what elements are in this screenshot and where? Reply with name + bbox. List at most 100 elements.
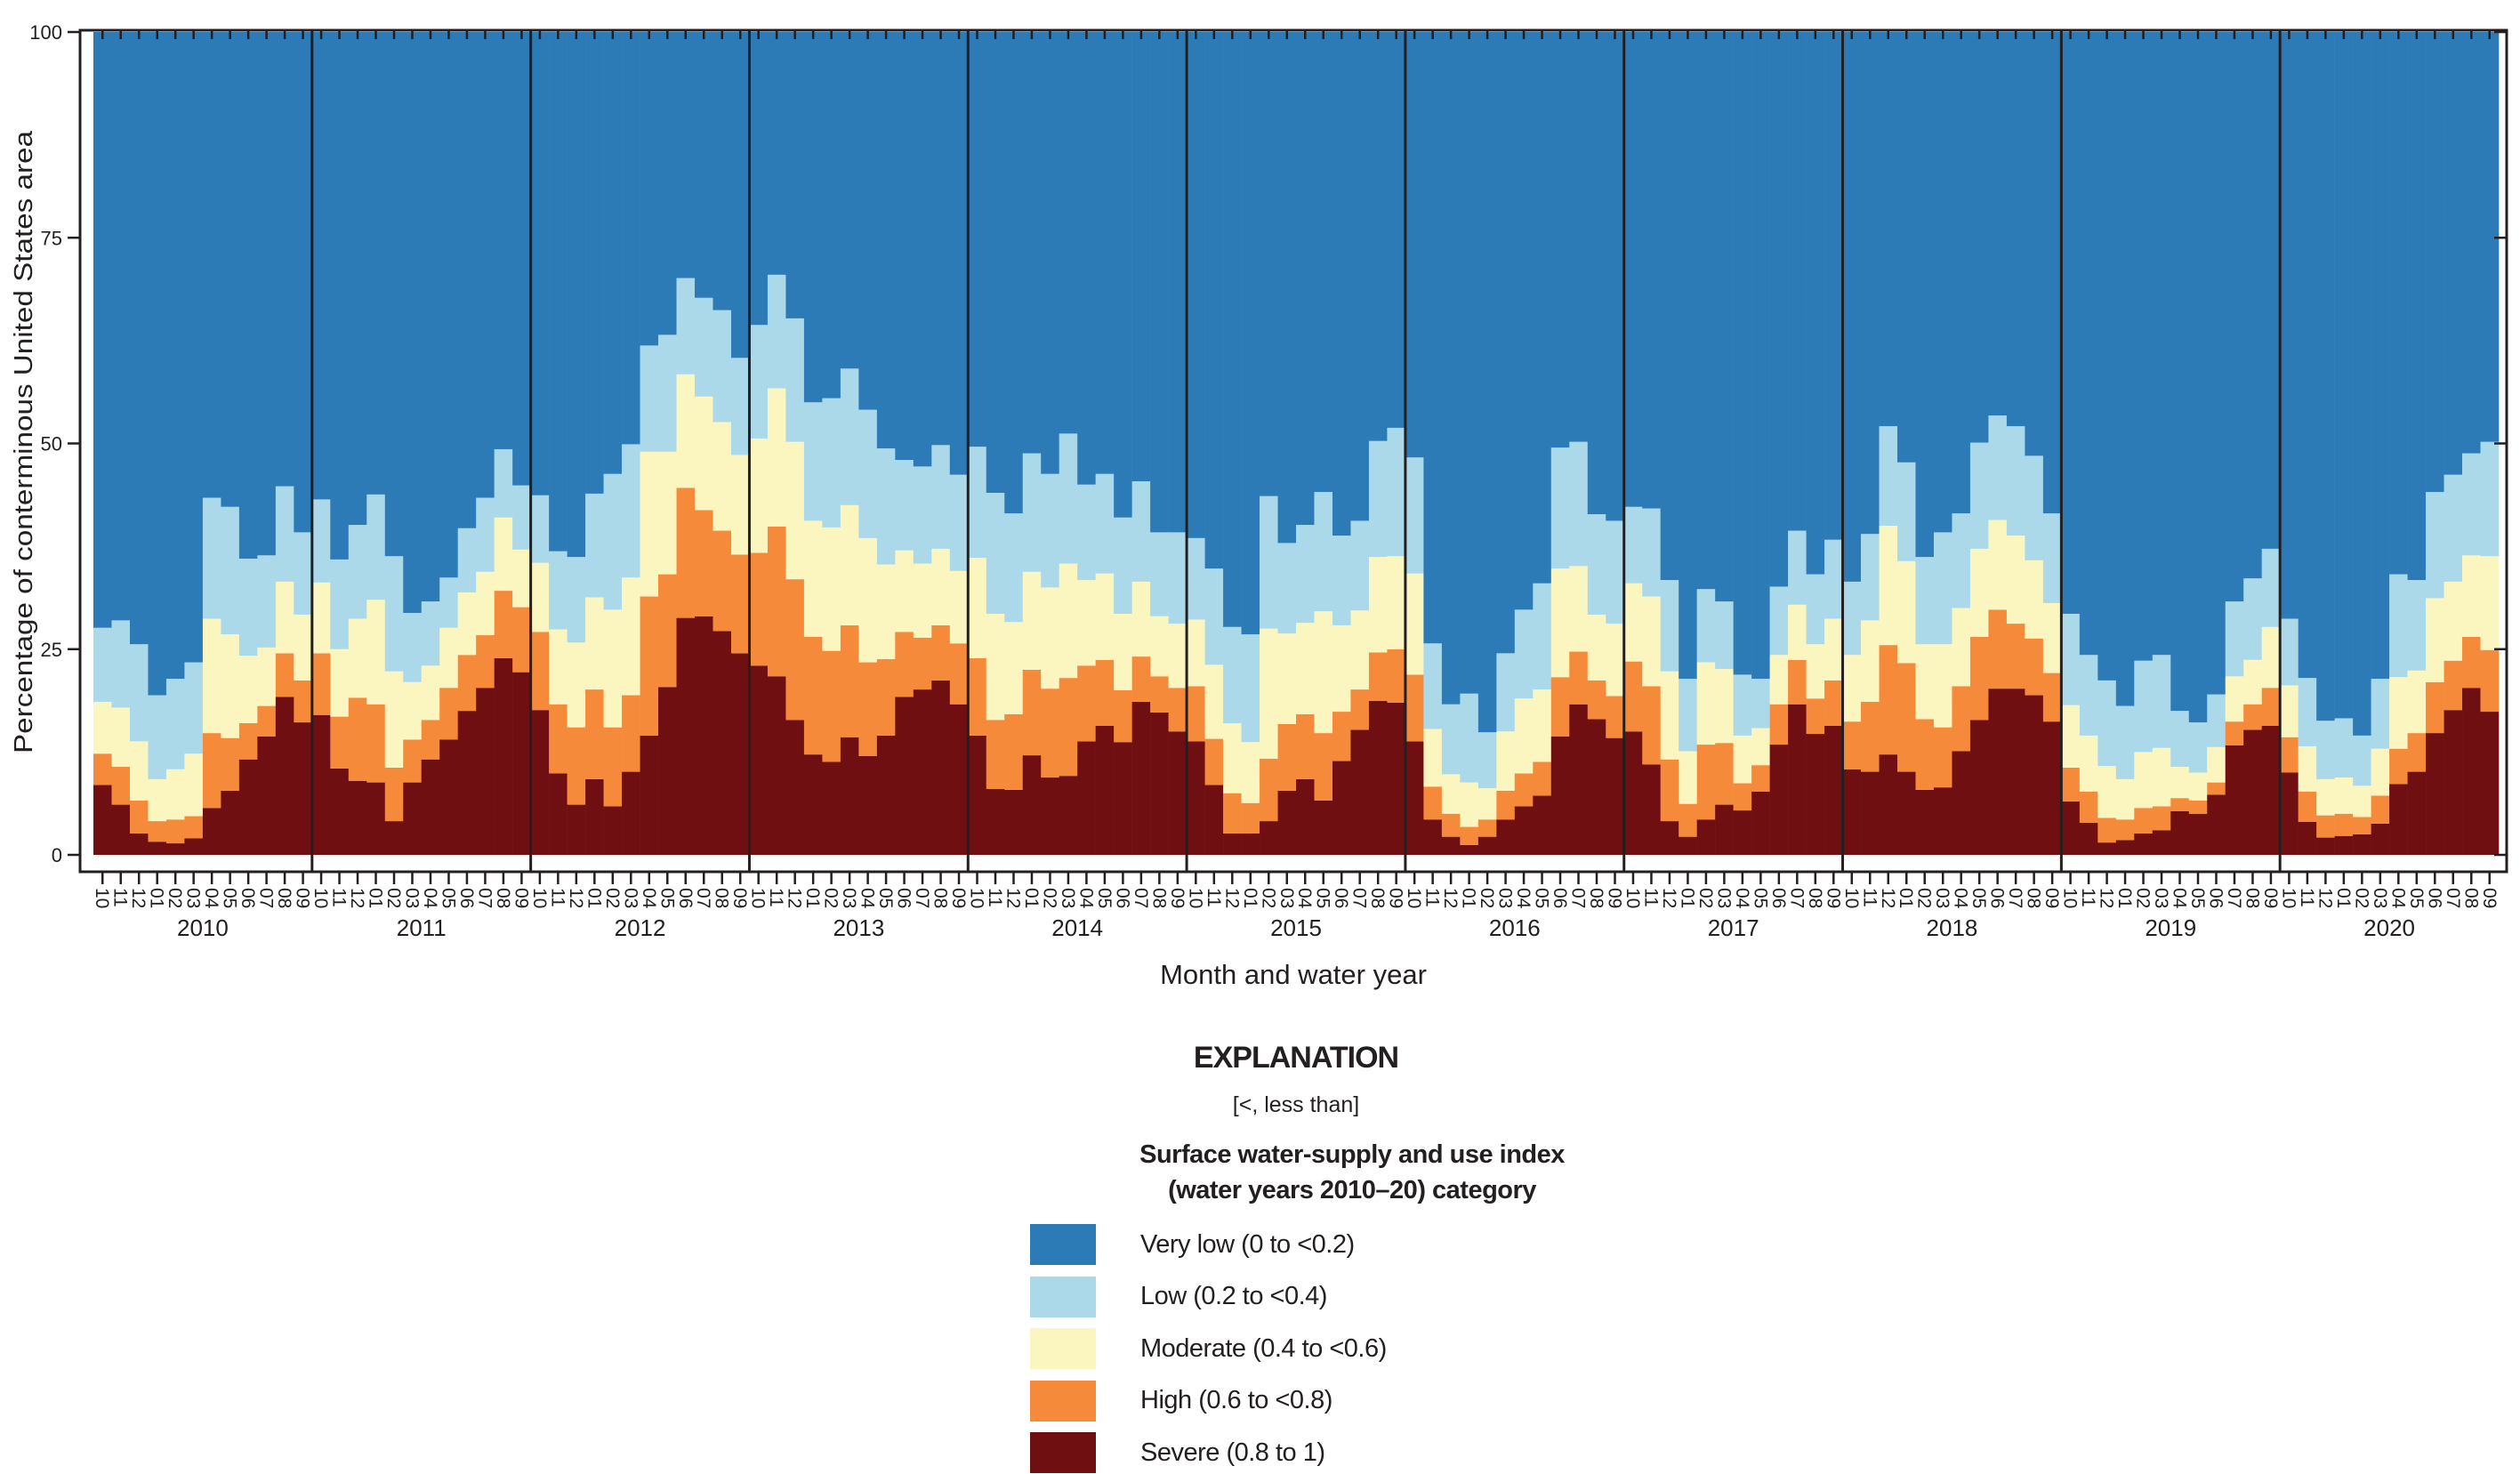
bar-segment-moderate-2015-06 [1332,624,1351,713]
bar-segment-very-low-2018-09 [2042,32,2062,514]
bar-segment-very-low-2016-09 [1606,32,1625,521]
bar-segment-severe-2013-08 [931,680,951,855]
x-tick-label: 09 [511,888,531,908]
bar-segment-very-low-2019-10 [2061,32,2081,614]
bar-segment-low-2017-09 [1824,539,1843,619]
bar-segment-high-2011-05 [439,688,458,740]
bar-segment-severe-2011-07 [476,688,495,855]
x-tick-label: 12 [1440,888,1461,908]
bar-segment-high-2014-02 [1041,689,1059,778]
bar-segment-high-2019-09 [2261,688,2281,726]
x-tick-label: 12 [2315,888,2335,908]
bar-segment-high-2014-03 [1059,678,1078,777]
bar-segment-moderate-2012-07 [695,396,713,511]
bar-segment-very-low-2011-10 [311,32,331,500]
x-tick-label: 06 [1768,888,1789,908]
bar-segment-very-low-2016-01 [1460,32,1479,694]
bar-segment-very-low-2015-07 [1350,32,1370,521]
x-tick-label: 03 [2370,888,2390,908]
x-tick-label: 04 [1732,888,1752,909]
bar-segment-moderate-2013-09 [949,570,969,644]
bar-segment-severe-2010-06 [238,759,258,855]
x-tick-label: 06 [675,888,696,908]
bar-segment-high-2013-08 [931,624,951,681]
bar-segment-severe-2014-05 [1095,725,1115,855]
bar-segment-high-2012-12 [567,727,586,805]
bar-segment-very-low-2019-12 [2097,32,2117,681]
bar-segment-low-2015-11 [1204,568,1224,665]
bar-segment-moderate-2013-10 [749,438,769,553]
axes-layer: 1011120102030405060708092010101112010203… [29,21,2508,941]
bar-segment-very-low-2013-10 [749,32,769,326]
bar-segment-low-2019-12 [2097,680,2117,767]
x-tick-label: 05 [2406,888,2427,908]
bar-segment-very-low-2013-04 [858,32,878,410]
bar-segment-low-2012-06 [676,278,696,375]
bar-segment-low-2018-03 [1933,532,1952,645]
bar-segment-very-low-2014-07 [1131,32,1151,482]
bar-segment-low-2015-07 [1350,520,1370,611]
bar-segment-moderate-2015-08 [1368,557,1388,653]
bar-segment-moderate-2016-02 [1477,788,1497,820]
bar-segment-very-low-2014-04 [1077,32,1096,485]
x-tick-label: 09 [1167,888,1188,908]
bar-segment-very-low-2020-12 [2316,32,2335,721]
bar-segment-moderate-2018-09 [2042,602,2062,673]
bar-segment-very-low-2013-01 [803,32,823,403]
bar-segment-moderate-2010-10 [93,701,112,754]
bar-segment-low-2020-02 [2353,735,2371,786]
bar-segment-severe-2012-04 [640,735,659,856]
bar-segment-very-low-2020-11 [2298,32,2317,679]
bar-segment-moderate-2018-10 [1842,655,1862,722]
bar-segment-severe-2016-11 [1423,819,1443,855]
x-tick-label: 09 [2041,888,2062,908]
bar-segment-low-2010-07 [257,555,277,648]
bar-segment-moderate-2019-10 [2061,705,2081,768]
bar-segment-high-2017-01 [1679,803,1697,837]
bar-segment-high-2012-02 [603,727,623,807]
bar-segment-high-2015-06 [1332,712,1351,761]
bar-segment-moderate-2017-08 [1806,644,1825,699]
x-tick-label: 03 [1932,888,1952,908]
x-tick-label: 05 [1313,888,1333,908]
x-tick-label: 08 [493,888,513,908]
bar-segment-very-low-2010-05 [221,32,240,507]
bar-segment-severe-2012-06 [676,617,696,855]
bar-segment-very-low-2020-02 [2353,32,2371,736]
bar-segment-severe-2016-09 [1606,737,1625,855]
bar-segment-severe-2019-01 [2115,840,2135,855]
bar-segment-high-2011-10 [311,653,331,715]
bar-segment-very-low-2019-02 [2134,32,2154,661]
bar-segment-high-2015-08 [1368,652,1388,702]
x-tick-label: 08 [930,888,951,908]
bar-segment-high-2020-11 [2298,791,2317,822]
bar-segment-severe-2020-07 [2444,710,2463,855]
bar-segment-moderate-2012-01 [585,597,604,690]
bar-segment-very-low-2016-11 [1423,32,1443,644]
x-tick-label: 01 [1459,888,1479,908]
bar-segment-very-low-2013-02 [822,32,841,399]
bar-segment-low-2013-04 [858,409,878,538]
bar-segment-moderate-2019-02 [2134,752,2154,809]
bar-segment-low-2015-12 [1223,626,1242,723]
bar-segment-low-2016-05 [1533,583,1552,690]
bar-segment-very-low-2018-06 [1988,32,2008,416]
bar-segment-low-2013-07 [913,466,932,564]
bar-segment-very-low-2015-11 [1204,32,1224,569]
x-tick-label: 06 [238,888,258,908]
bar-segment-severe-2013-07 [913,689,932,855]
bar-segment-high-2019-06 [2207,782,2226,795]
bar-segment-moderate-2010-03 [184,753,204,817]
bar-segment-severe-2011-11 [330,768,350,856]
bar-segment-low-2019-02 [2134,660,2154,753]
bar-segment-low-2015-03 [1277,543,1297,634]
bar-segment-very-low-2014-12 [1004,32,1024,514]
x-tick-label: 02 [383,888,404,908]
bar-segment-very-low-2013-05 [876,32,896,449]
bar-segment-very-low-2012-03 [622,32,640,445]
bar-segment-severe-2017-01 [1679,836,1697,855]
bar-segment-high-2019-08 [2243,704,2262,730]
bar-segment-severe-2012-10 [530,710,550,855]
x-tick-label: 01 [2114,888,2135,908]
bar-segment-low-2015-05 [1314,492,1333,612]
